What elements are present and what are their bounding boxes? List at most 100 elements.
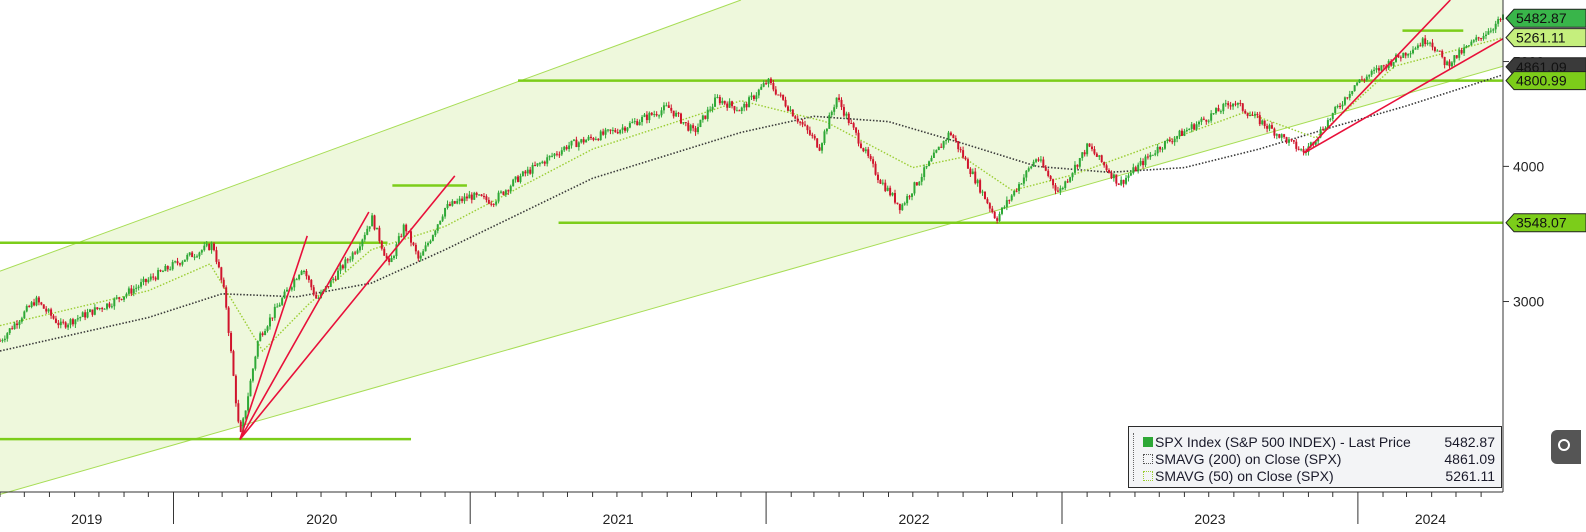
- candle-body: [1159, 146, 1162, 150]
- chart-legend[interactable]: SPX Index (S&P 500 INDEX) - Last Price 5…: [1128, 426, 1502, 488]
- candle-body: [1353, 85, 1356, 92]
- candle-body: [1253, 113, 1256, 116]
- candle-body: [1470, 41, 1473, 46]
- candle-body: [1249, 114, 1252, 116]
- candle-body: [1015, 190, 1018, 192]
- candle-body: [1027, 168, 1030, 171]
- candle-body: [1492, 29, 1495, 31]
- candle-body: [1407, 54, 1410, 56]
- candle-body: [718, 97, 721, 104]
- candle-body: [67, 324, 70, 328]
- candle-body: [1266, 126, 1269, 129]
- candle-body: [1112, 174, 1115, 179]
- candle-body: [507, 190, 510, 192]
- candle-body: [392, 256, 395, 258]
- candle-body: [512, 179, 515, 187]
- candle-body: [1146, 156, 1149, 158]
- candle-body: [940, 146, 943, 148]
- candle-body: [33, 302, 36, 306]
- candle-body: [1292, 140, 1295, 142]
- candle-body: [1268, 125, 1271, 129]
- candle-body: [1115, 174, 1118, 184]
- candle-body: [101, 307, 104, 310]
- candle-body: [300, 271, 303, 275]
- candle-body: [964, 157, 967, 160]
- candle-body: [339, 265, 342, 271]
- candle-body: [1047, 170, 1050, 176]
- candle-body: [1290, 139, 1293, 141]
- candlestick-series: [0, 13, 1504, 433]
- candle-body: [130, 288, 133, 294]
- candle-body: [918, 181, 921, 186]
- candle-body: [1431, 42, 1434, 48]
- candle-body: [1217, 108, 1220, 112]
- candle-body: [597, 138, 600, 141]
- candle-body: [996, 218, 999, 221]
- candle-body: [20, 318, 23, 322]
- candle-body: [514, 176, 517, 180]
- candle-body: [390, 257, 393, 263]
- candle-body: [1163, 141, 1166, 149]
- candle-body: [859, 143, 862, 149]
- candle-body: [735, 110, 738, 112]
- candle-body: [1487, 31, 1490, 35]
- candle-body: [609, 129, 612, 131]
- candle-body: [538, 163, 541, 165]
- candle-body: [30, 302, 33, 307]
- candle-body: [371, 215, 374, 227]
- candle-body: [191, 252, 194, 258]
- candle-body: [1419, 45, 1422, 47]
- candle-body: [981, 191, 984, 193]
- candle-body: [159, 270, 162, 272]
- candle-body: [806, 125, 809, 131]
- candle-body: [465, 196, 468, 199]
- candle-body: [62, 321, 65, 323]
- candle-body: [1168, 139, 1171, 142]
- candle-body: [57, 322, 60, 326]
- price-tag-label-2: 4861.09: [1516, 59, 1567, 75]
- candle-body: [1061, 188, 1064, 190]
- candle-body: [699, 119, 702, 128]
- candle-body: [750, 95, 753, 98]
- candle-body: [752, 95, 755, 100]
- x-tick-label-4: 2023: [1194, 511, 1225, 527]
- candle-body: [354, 252, 357, 254]
- candle-body: [721, 100, 724, 104]
- candle-body: [1178, 130, 1181, 137]
- candle-body: [1190, 124, 1193, 129]
- candle-body: [378, 227, 381, 242]
- candle-body: [543, 161, 546, 164]
- candle-body: [1341, 104, 1344, 107]
- candle-body: [366, 228, 369, 235]
- candle-body: [254, 356, 257, 369]
- candle-body: [1129, 173, 1132, 176]
- trend-line-4: [1303, 37, 1504, 154]
- candle-body: [1202, 118, 1205, 120]
- candle-body: [448, 204, 451, 206]
- candle-body: [88, 309, 91, 313]
- candle-body: [373, 215, 376, 230]
- candle-body: [1066, 181, 1069, 183]
- trend-lines: [239, 0, 1504, 440]
- candle-body: [1093, 149, 1096, 154]
- candle-body: [1132, 167, 1135, 174]
- candle-body: [932, 152, 935, 159]
- candle-body: [886, 187, 889, 191]
- candle-body: [913, 182, 916, 194]
- candle-body: [132, 288, 135, 294]
- candle-body: [825, 128, 828, 132]
- side-panel-toggle-button[interactable]: [1551, 430, 1581, 464]
- candle-body: [1278, 134, 1281, 138]
- candle-body: [689, 125, 692, 131]
- candle-body: [281, 298, 284, 305]
- candle-body: [264, 331, 267, 335]
- candle-body: [115, 297, 118, 299]
- candle-body: [123, 296, 126, 300]
- candle-body: [675, 112, 678, 117]
- candle-body: [786, 106, 789, 111]
- trend-line-2: [239, 175, 456, 440]
- candle-body: [1100, 155, 1103, 163]
- trend-channel: [0, 0, 1504, 495]
- candle-body: [110, 306, 113, 308]
